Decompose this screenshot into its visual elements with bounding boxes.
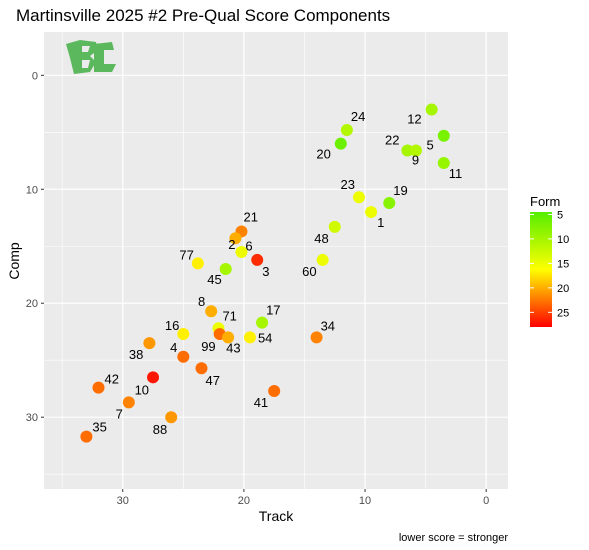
- data-point: [409, 144, 422, 157]
- data-point-label: 2: [228, 237, 235, 252]
- y-tick-label: 20: [26, 298, 38, 310]
- data-point-label: 60: [302, 264, 316, 279]
- data-point-label: 77: [179, 247, 193, 262]
- data-point-label: 8: [198, 294, 205, 309]
- data-point: [334, 137, 347, 150]
- data-point-label: 6: [245, 238, 252, 253]
- data-point-label: 7: [116, 406, 123, 421]
- data-point-label: 23: [341, 177, 355, 192]
- data-point: [328, 220, 341, 233]
- data-point: [235, 245, 248, 258]
- plot-panel: [44, 32, 508, 489]
- data-point: [80, 430, 93, 443]
- data-point: [205, 305, 218, 318]
- data-point: [251, 253, 264, 266]
- data-point: [340, 124, 353, 137]
- data-point-label: 22: [385, 133, 399, 148]
- logo: [66, 40, 116, 74]
- x-tick-label: 20: [238, 495, 250, 507]
- data-point: [365, 206, 378, 219]
- chart-title: Martinsville 2025 #2 Pre-Qual Score Comp…: [16, 6, 390, 25]
- data-point: [316, 253, 329, 266]
- data-point-label: 41: [254, 395, 268, 410]
- y-tick-label: 30: [26, 412, 38, 424]
- data-point-label: 48: [314, 231, 328, 246]
- data-point: [219, 263, 232, 276]
- data-point-label: 38: [129, 347, 143, 362]
- data-point: [165, 411, 178, 424]
- data-point: [222, 331, 235, 344]
- data-point-label: 4: [170, 340, 177, 355]
- data-point-label: 34: [321, 318, 335, 333]
- data-point-label: 35: [92, 420, 106, 435]
- data-point-label: 47: [205, 373, 219, 388]
- data-point-label: 5: [427, 138, 434, 153]
- data-point: [425, 103, 438, 116]
- legend-tick-label: 20: [557, 283, 569, 295]
- data-point-label: 45: [207, 272, 221, 287]
- y-tick-label: 0: [32, 70, 38, 82]
- data-point: [92, 381, 105, 394]
- data-point-label: 20: [316, 147, 330, 162]
- x-tick-label: 30: [117, 495, 129, 507]
- data-point-label: 99: [201, 339, 215, 354]
- data-point: [229, 232, 242, 245]
- legend-tick-label: 10: [557, 234, 569, 246]
- data-point: [256, 316, 269, 329]
- data-point-label: 21: [243, 209, 257, 224]
- data-point-label: 88: [153, 422, 167, 437]
- x-axis-title: Track: [259, 508, 294, 524]
- data-point: [143, 337, 156, 350]
- caption: lower score = stronger: [399, 532, 508, 544]
- data-point: [147, 371, 160, 384]
- legend-colorbar: [530, 212, 552, 327]
- legend-tick-label: 5: [557, 209, 563, 221]
- data-point-label: 17: [266, 303, 280, 318]
- data-point-label: 19: [393, 183, 407, 198]
- data-point: [383, 196, 396, 209]
- data-point-label: 12: [407, 111, 421, 126]
- data-point: [191, 257, 204, 270]
- data-point: [268, 384, 281, 397]
- data-point: [177, 350, 190, 363]
- data-point-label: 11: [449, 166, 463, 181]
- data-point: [243, 331, 256, 344]
- data-point-label: 54: [258, 330, 272, 345]
- legend-ticks: 5 10 15 20 25: [530, 209, 569, 319]
- y-tick-label: 10: [26, 184, 38, 196]
- data-point-label: 9: [412, 153, 419, 168]
- points: [80, 103, 450, 443]
- data-point-label: 43: [226, 340, 240, 355]
- data-point: [310, 331, 323, 344]
- data-point: [122, 396, 135, 409]
- data-point-label: 71: [222, 308, 236, 323]
- legend-tick-label: 25: [557, 307, 569, 319]
- data-point-label: 10: [135, 382, 149, 397]
- data-point: [352, 191, 365, 204]
- y-axis-title: Comp: [6, 242, 22, 280]
- data-point-label: 16: [165, 318, 179, 333]
- data-point: [195, 362, 208, 375]
- legend: Form 5 10 15 20 25: [530, 194, 569, 327]
- grid: [44, 32, 508, 489]
- data-point-label: 3: [262, 264, 269, 279]
- data-point: [177, 328, 190, 341]
- axis-ticks: 30 20 10 0 0 10 20 30: [26, 70, 490, 507]
- data-point-label: 1: [377, 215, 384, 230]
- data-point: [401, 144, 414, 157]
- data-point-label: 24: [351, 109, 365, 124]
- x-tick-label: 0: [483, 495, 489, 507]
- data-point-label: 42: [105, 372, 119, 387]
- data-point: [437, 129, 450, 142]
- legend-tick-label: 15: [557, 258, 569, 270]
- x-tick-label: 10: [359, 495, 371, 507]
- data-point: [437, 157, 450, 170]
- legend-title: Form: [530, 194, 560, 209]
